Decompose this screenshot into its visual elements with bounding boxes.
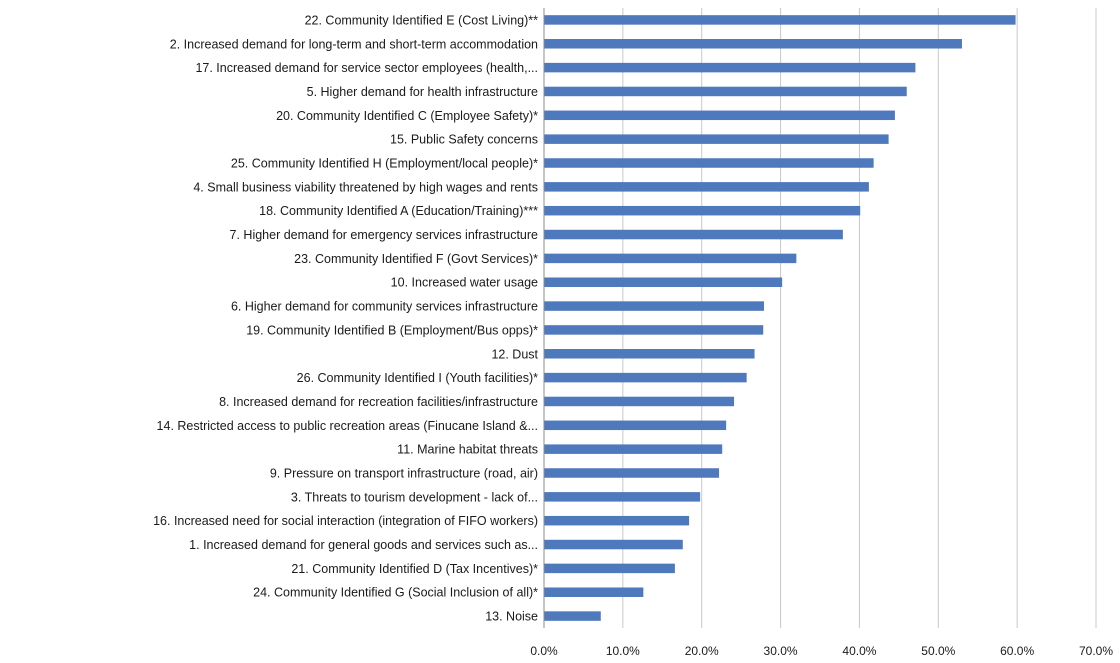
bar (544, 277, 783, 287)
category-label: 25. Community Identified H (Employment/l… (231, 157, 538, 171)
x-tick-label: 20.0% (685, 644, 719, 658)
bar (544, 372, 747, 383)
category-label: 9. Pressure on transport infrastructure … (270, 467, 538, 481)
bar (544, 158, 874, 168)
bar (544, 229, 843, 240)
bar (544, 182, 869, 192)
x-tick-label: 10.0% (606, 644, 640, 658)
category-label: 26. Community Identified I (Youth facili… (297, 371, 538, 385)
category-label: 3. Threats to tourism development - lack… (291, 490, 538, 504)
category-label: 19. Community Identified B (Employment/B… (246, 323, 538, 337)
bar (544, 515, 690, 526)
bar (544, 39, 962, 49)
category-label: 16. Increased need for social interactio… (153, 514, 538, 528)
category-label: 2. Increased demand for long-term and sh… (170, 37, 538, 51)
x-tick-label: 30.0% (764, 644, 798, 658)
category-label: 23. Community Identified F (Govt Service… (294, 252, 538, 266)
bar (544, 15, 1016, 25)
bar (544, 563, 675, 574)
bar (544, 611, 601, 621)
x-tick-label: 0.0% (530, 644, 558, 658)
bar (544, 301, 765, 311)
category-label: 4. Small business viability threatened b… (193, 180, 538, 194)
bar (544, 539, 683, 550)
category-label: 13. Noise (485, 610, 538, 624)
category-label: 18. Community Identified A (Education/Tr… (259, 204, 538, 218)
category-label: 15. Public Safety concerns (390, 133, 538, 147)
x-tick-label: 60.0% (1000, 644, 1034, 658)
category-label: 8. Increased demand for recreation facil… (219, 395, 538, 409)
category-label: 7. Higher demand for emergency services … (230, 228, 539, 242)
gridlines (622, 8, 1097, 628)
bar (544, 205, 861, 216)
bar (544, 349, 755, 359)
category-label: 1. Increased demand for general goods an… (189, 538, 538, 552)
category-label: 11. Marine habitat threats (397, 443, 538, 457)
bar (544, 492, 701, 502)
bar (544, 325, 764, 335)
category-label: 14. Restricted access to public recreati… (157, 419, 538, 433)
bar (544, 587, 644, 597)
x-tick-label: 50.0% (921, 644, 955, 658)
category-label: 6. Higher demand for community services … (231, 300, 538, 314)
bar (544, 134, 889, 144)
bars (544, 15, 1016, 621)
tick-labels: 0.0% 10.0% 20.0% 30.0% 40.0% 50.0% 60.0% 70.0% (530, 644, 1113, 658)
bar (544, 444, 723, 454)
bar (544, 253, 797, 264)
x-tick-label: 40.0% (842, 644, 876, 658)
bar (544, 396, 735, 407)
category-label: 21. Community Identified D (Tax Incentiv… (291, 562, 538, 576)
bar (544, 86, 907, 97)
category-label: 10. Increased water usage (391, 276, 538, 290)
category-label: 5. Higher demand for health infrastructu… (307, 85, 538, 99)
category-label: 12. Dust (491, 347, 538, 361)
category-label: 20. Community Identified C (Employee Saf… (276, 109, 538, 123)
category-labels: 22. Community Identified E (Cost Living)… (153, 13, 538, 623)
category-label: 24. Community Identified G (Social Inclu… (253, 586, 538, 600)
bar (544, 62, 916, 73)
category-label: 17. Increased demand for service sector … (195, 61, 538, 75)
category-label: 22. Community Identified E (Cost Living)… (305, 13, 539, 27)
bar (544, 110, 895, 121)
bar (544, 468, 720, 478)
bar (544, 420, 727, 431)
x-tick-label: 70.0% (1079, 644, 1113, 658)
